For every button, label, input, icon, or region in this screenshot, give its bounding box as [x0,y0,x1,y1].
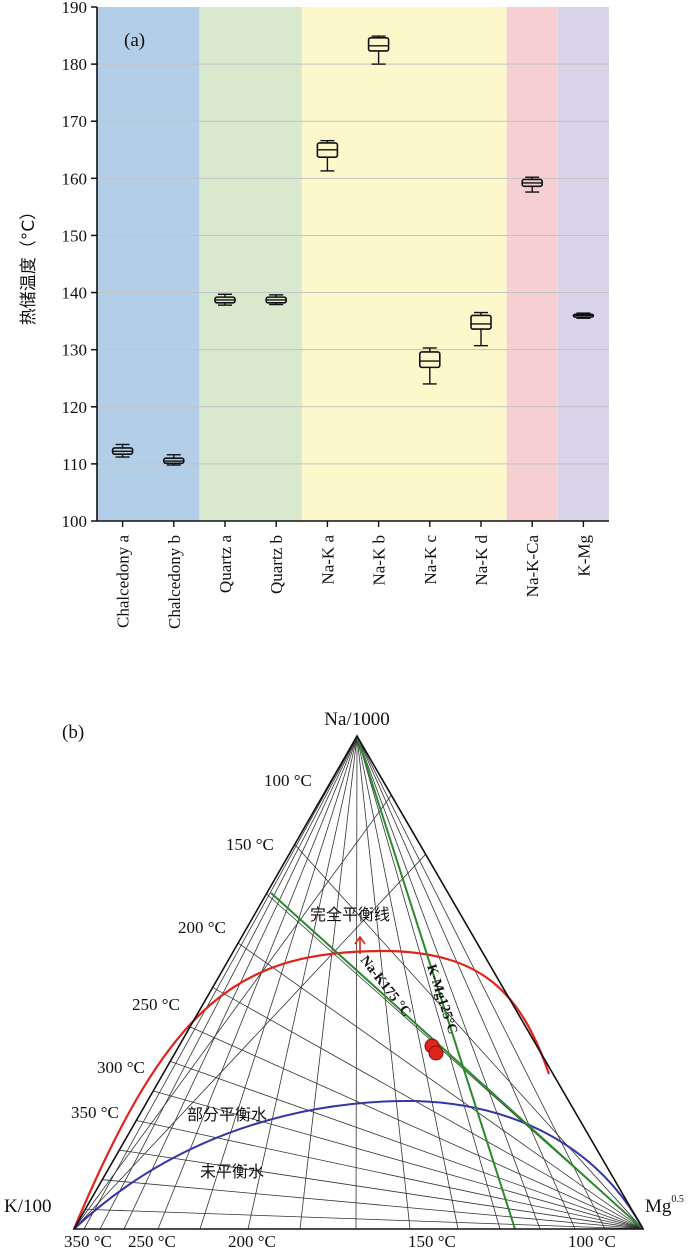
bottom-temp-200: 200 °C [228,1232,276,1251]
y-tick-label-120: 120 [62,398,88,417]
iso-line-mg-2 [237,942,644,1230]
box-na-k-b [367,35,390,65]
y-tick-label-140: 140 [62,284,88,303]
bottom-temp-100: 100 °C [568,1232,616,1251]
iso-line-na-9 [356,735,459,1230]
axes: 100 110 120 130 140 150 160 170 180 190 Chalcedony… [62,0,609,629]
iso-line-na-6 [299,735,358,1230]
iso-line-na-12 [356,735,576,1230]
y-tick-label-150: 150 [62,226,88,245]
y-tick-label-180: 180 [62,55,88,74]
bottom-temp-150: 150 °C [408,1232,456,1251]
left-temp-150: 150 °C [226,835,274,854]
y-tick-label-130: 130 [62,341,88,360]
box-quartz-a [214,293,236,306]
x-tick-label-na-k-ca: Na-K-Ca [523,535,542,598]
iso-line-mg-3 [212,987,644,1230]
full-equilibrium-label: 完全平衡线 [310,905,390,924]
iso-line-na-11 [356,735,541,1230]
y-tick-label-100: 100 [62,512,88,531]
x-tick-label-na-k-a: Na-K a [318,535,337,585]
apex-left-label: K/100 [4,1196,52,1217]
nak-isotherm-label: Na-K175 °C [357,953,414,1020]
left-temp-300: 300 °C [97,1058,145,1077]
iso-line-mg-7 [136,1120,644,1230]
box-na-k-ca [521,176,544,193]
panel-b-label: (b) [62,722,84,743]
apex-right-label: Mg0.5 [645,1194,684,1217]
y-tick-label-110: 110 [62,455,87,474]
iso-line-mg-10 [85,1208,644,1230]
band-na-k-ca [506,7,558,521]
grid-lines [97,63,609,465]
bottom-temp-350: 350 °C [64,1232,112,1251]
iso-line-na-0 [83,735,358,1230]
y-tick-label-160: 160 [62,169,88,188]
box-k-mg [572,312,595,319]
box-na-k-c [418,347,441,385]
box-chalcedony-a [111,443,134,458]
kmg-125-isotherm [356,735,516,1230]
iso-line-na-4 [199,735,358,1230]
iso-line-k-0 [73,794,392,1230]
sample-point-1 [428,1045,444,1061]
x-tick-label-chalcedony-b: Chalcedony b [165,535,184,629]
band-quartz [199,7,302,521]
band-chalcedony [97,7,200,521]
iso-line-na-8 [356,735,411,1230]
iso-line-mg-4 [189,1026,644,1230]
x-tick-label-na-k-c: Na-K c [421,535,440,585]
box-na-k-d [470,311,492,347]
ternary-outline [72,734,645,1230]
ternary-grid [73,735,644,1230]
chart-a: 100 110 120 130 140 150 160 170 180 190 Chalcedony… [19,0,609,629]
apex-top-label: Na/1000 [324,709,389,730]
y-axis-label: 热储温度（°C） [19,203,39,325]
immature-water-label: 未平衡水 [200,1162,264,1181]
left-temp-250: 250 °C [132,995,180,1014]
x-tick-label-chalcedony-a: Chalcedony a [114,535,133,628]
partial-equilibrium-label: 部分平衡水 [187,1105,267,1124]
y-tick-label-170: 170 [62,112,88,131]
x-tick-label-quartz-b: Quartz b [267,535,286,594]
x-tick-label-na-k-d: Na-K d [472,535,491,586]
left-temp-200: 200 °C [178,918,226,937]
iso-line-na-3 [157,735,358,1230]
nak-175-isotherm [270,892,644,1230]
box-quartz-b [265,294,288,306]
x-tick-label-na-k-b: Na-K b [370,535,389,586]
box-na-k-a [316,139,339,172]
x-tick-label-k-mg: K-Mg [574,535,593,577]
iso-line-mg-5 [170,1061,644,1230]
iso-line-na-1 [99,735,358,1230]
partial-equilibrium-curve [73,1099,644,1230]
iso-line-mg-6 [153,1090,644,1230]
chart-b: (b) Na/1000 K/100 Mg0.5 100 °C 150 °C 20… [4,709,684,1251]
iso-line-na-7 [355,735,358,1230]
box-plots [111,35,595,466]
iso-line-k-1 [73,854,426,1230]
y-tick-label-190: 190 [62,0,88,17]
category-bands [97,7,609,521]
iso-line-na-10 [356,735,501,1230]
box-chalcedony-b [163,454,185,466]
bottom-temp-250: 250 °C [128,1232,176,1251]
iso-line-mg-9 [102,1179,644,1230]
iso-line-na-13 [356,735,606,1230]
iso-line-na-5 [247,735,358,1230]
full-equilibrium-curve [72,949,551,1230]
left-temp-100: 100 °C [264,771,312,790]
box-body [367,37,390,52]
box-body [418,351,441,369]
upward-arrow-icon [354,935,366,954]
band-na-k [301,7,507,521]
sample-points [424,1038,444,1061]
band-k-mg [557,7,609,521]
iso-line-mg-8 [119,1149,644,1230]
left-temp-350: 350 °C [71,1103,119,1122]
box-body [470,314,492,330]
panel-a-label: (a) [124,30,145,51]
x-tick-label-quartz-a: Quartz a [216,535,235,594]
